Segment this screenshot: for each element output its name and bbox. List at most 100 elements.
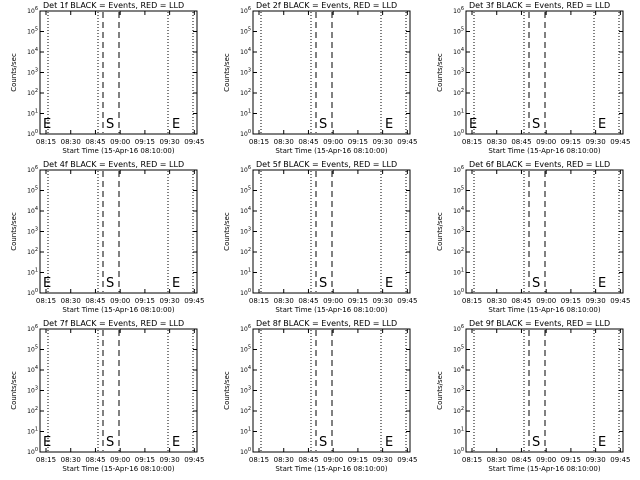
marker-s: S bbox=[532, 276, 540, 291]
chart-panel-4: Det 4f BLACK = Events, RED = LLD Counts/s… bbox=[10, 160, 204, 314]
y-tick-label: 100 bbox=[453, 447, 464, 456]
y-tick-label: 102 bbox=[453, 406, 464, 415]
marker-s: S bbox=[319, 435, 327, 450]
x-tick-label: 09:00 bbox=[323, 297, 343, 305]
chart-title: Det 1f BLACK = Events, RED = LLD bbox=[43, 1, 184, 10]
x-tick-label: 09:45 bbox=[610, 297, 630, 305]
chart-title: Det 5f BLACK = Events, RED = LLD bbox=[256, 160, 397, 169]
y-tick-label: 106 bbox=[453, 324, 464, 333]
x-tick-label: 09:30 bbox=[160, 297, 180, 305]
x-tick-label: 09:15 bbox=[135, 297, 155, 305]
chart-title: Det 6f BLACK = Events, RED = LLD bbox=[469, 160, 610, 169]
x-tick-label: 08:30 bbox=[274, 297, 294, 305]
y-tick-label: 100 bbox=[27, 288, 38, 297]
y-tick-label: 102 bbox=[27, 247, 38, 256]
y-tick-label: 101 bbox=[27, 109, 38, 118]
y-tick-label: 101 bbox=[240, 268, 251, 277]
y-axis-label: Counts/sec bbox=[436, 53, 444, 92]
y-tick-label: 104 bbox=[27, 47, 38, 56]
x-tick-label: 09:30 bbox=[373, 138, 393, 146]
y-axis-label: Counts/sec bbox=[223, 371, 231, 410]
marker-s: S bbox=[532, 435, 540, 450]
marker-e: E bbox=[385, 117, 393, 132]
x-tick-label: 09:15 bbox=[135, 138, 155, 146]
y-tick-label: 103 bbox=[240, 68, 251, 77]
y-tick-label: 100 bbox=[240, 447, 251, 456]
x-tick-label: 08:30 bbox=[274, 456, 294, 464]
x-tick-label: 09:45 bbox=[184, 456, 204, 464]
y-tick-label: 100 bbox=[453, 288, 464, 297]
y-tick-label: 104 bbox=[453, 47, 464, 56]
x-axis-label: Start Time (15-Apr-16 08:10:00) bbox=[275, 147, 387, 155]
y-axis-label: Counts/sec bbox=[223, 212, 231, 251]
y-tick-label: 103 bbox=[240, 386, 251, 395]
y-tick-label: 105 bbox=[27, 27, 38, 36]
x-tick-label: 08:30 bbox=[274, 138, 294, 146]
y-axis-label: Counts/sec bbox=[436, 371, 444, 410]
y-tick-label: 100 bbox=[240, 288, 251, 297]
chart-title: Det 3f BLACK = Events, RED = LLD bbox=[469, 1, 610, 10]
y-tick-label: 102 bbox=[240, 247, 251, 256]
y-tick-label: 101 bbox=[240, 109, 251, 118]
y-tick-label: 104 bbox=[27, 206, 38, 215]
x-tick-label: 09:15 bbox=[348, 138, 368, 146]
y-axis-label: Counts/sec bbox=[223, 53, 231, 92]
y-tick-label: 106 bbox=[453, 6, 464, 15]
marker-e: E bbox=[172, 435, 180, 450]
y-tick-label: 102 bbox=[240, 88, 251, 97]
x-tick-label: 09:30 bbox=[586, 297, 606, 305]
marker-e: E bbox=[598, 117, 606, 132]
x-tick-label: 09:30 bbox=[586, 138, 606, 146]
y-tick-label: 105 bbox=[27, 186, 38, 195]
x-tick-label: 09:15 bbox=[135, 456, 155, 464]
x-tick-label: 08:45 bbox=[298, 138, 318, 146]
chart-panel-3: Det 3f BLACK = Events, RED = LLD Counts/s… bbox=[436, 1, 630, 155]
marker-e: E bbox=[172, 117, 180, 132]
y-tick-label: 101 bbox=[27, 427, 38, 436]
x-tick-label: 09:00 bbox=[110, 297, 130, 305]
x-axis-label: Start Time (15-Apr-16 08:10:00) bbox=[275, 306, 387, 314]
y-tick-label: 105 bbox=[240, 186, 251, 195]
marker-s: S bbox=[532, 117, 540, 132]
x-tick-label: 08:15 bbox=[462, 138, 482, 146]
y-tick-label: 103 bbox=[27, 386, 38, 395]
chart-title: Det 9f BLACK = Events, RED = LLD bbox=[469, 319, 610, 328]
y-tick-label: 103 bbox=[27, 68, 38, 77]
y-axis-label: Counts/sec bbox=[10, 53, 18, 92]
x-tick-label: 08:45 bbox=[85, 138, 105, 146]
marker-e: E bbox=[43, 117, 51, 132]
chart-title: Det 7f BLACK = Events, RED = LLD bbox=[43, 319, 184, 328]
y-axis-label: Counts/sec bbox=[436, 212, 444, 251]
y-tick-label: 100 bbox=[27, 447, 38, 456]
y-tick-label: 103 bbox=[240, 227, 251, 236]
chart-title: Det 4f BLACK = Events, RED = LLD bbox=[43, 160, 184, 169]
y-tick-label: 104 bbox=[27, 365, 38, 374]
marker-s: S bbox=[319, 117, 327, 132]
x-tick-label: 09:45 bbox=[397, 456, 417, 464]
x-axis-label: Start Time (15-Apr-16 08:10:00) bbox=[275, 465, 387, 473]
x-tick-label: 09:30 bbox=[373, 456, 393, 464]
x-tick-label: 09:15 bbox=[348, 297, 368, 305]
x-tick-label: 09:15 bbox=[561, 297, 581, 305]
marker-e: E bbox=[598, 435, 606, 450]
x-tick-label: 08:45 bbox=[511, 297, 531, 305]
x-tick-label: 09:30 bbox=[160, 456, 180, 464]
y-tick-label: 101 bbox=[453, 109, 464, 118]
x-tick-label: 08:45 bbox=[85, 297, 105, 305]
x-axis-label: Start Time (15-Apr-16 08:10:00) bbox=[488, 147, 600, 155]
y-tick-label: 101 bbox=[453, 268, 464, 277]
y-tick-label: 100 bbox=[240, 129, 251, 138]
x-tick-label: 08:15 bbox=[462, 456, 482, 464]
y-tick-label: 102 bbox=[240, 406, 251, 415]
marker-e: E bbox=[385, 276, 393, 291]
x-tick-label: 08:45 bbox=[511, 138, 531, 146]
x-tick-label: 08:30 bbox=[487, 138, 507, 146]
x-tick-label: 09:00 bbox=[536, 138, 556, 146]
y-axis-label: Counts/sec bbox=[10, 212, 18, 251]
marker-s: S bbox=[106, 117, 114, 132]
x-tick-label: 09:00 bbox=[323, 456, 343, 464]
x-tick-label: 08:15 bbox=[36, 138, 56, 146]
x-tick-label: 08:45 bbox=[298, 297, 318, 305]
x-tick-label: 08:30 bbox=[61, 456, 81, 464]
x-tick-label: 09:00 bbox=[110, 456, 130, 464]
